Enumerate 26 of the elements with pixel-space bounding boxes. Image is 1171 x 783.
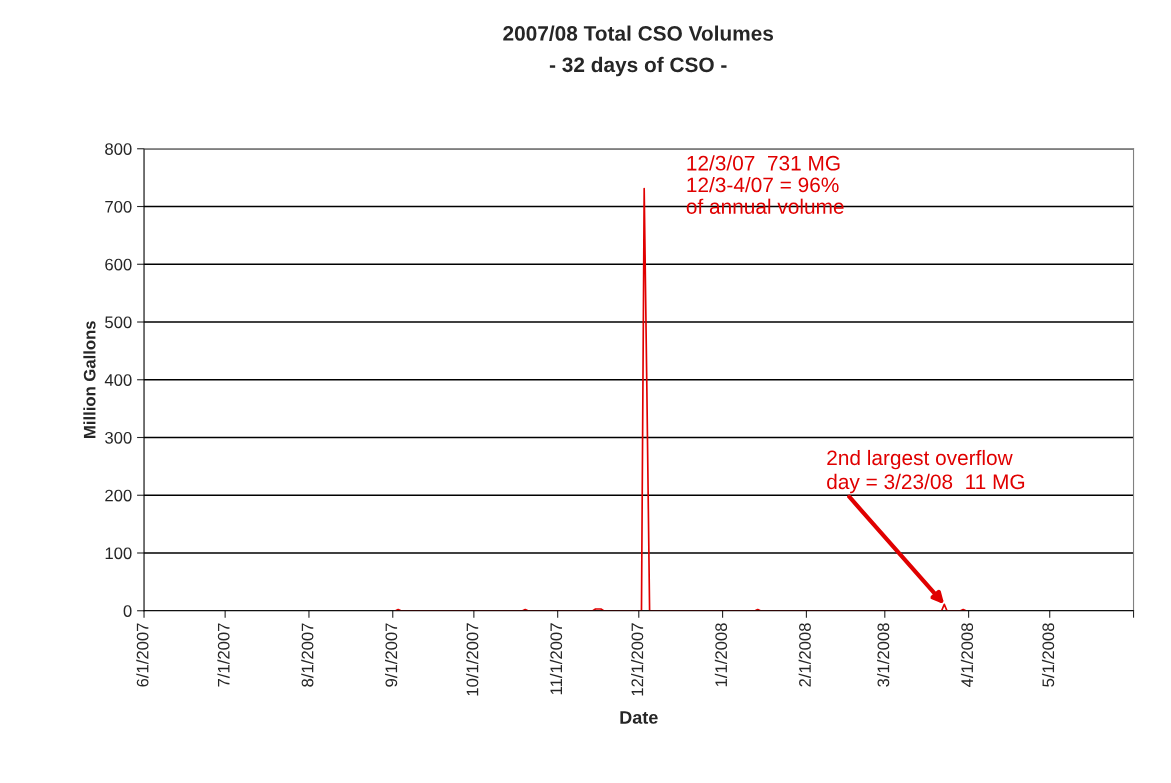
x-tick-label: 4/1/2008: [960, 623, 974, 688]
x-tick-label: 7/1/2007: [217, 623, 230, 687]
y-tick-label: 600: [105, 258, 132, 271]
x-tick-label: 9/1/2007: [384, 623, 398, 687]
x-tick-label: 1/1/2008: [714, 623, 728, 687]
y-tick-label: 0: [123, 605, 132, 617]
annotation: 2nd largest overflow day = 3/23/08 11 MG: [827, 449, 1025, 494]
x-tick-label: 12/1/2007: [631, 623, 644, 696]
x-axis-title: Date: [620, 711, 658, 724]
y-axis-title: Million Gallons: [83, 321, 96, 438]
x-tick-label: 5/1/2008: [1041, 623, 1055, 687]
y-tick-label: 800: [105, 143, 132, 155]
y-tick-label: 100: [105, 547, 132, 560]
x-tick-label: 8/1/2007: [301, 623, 314, 687]
x-tick-label: 10/1/2007: [466, 623, 479, 696]
x-tick-label: 2/1/2008: [798, 623, 811, 687]
chart-title: 2007/08 Total CSO Volumes: [503, 25, 774, 42]
x-tick-label: 11/1/2007: [549, 623, 563, 695]
chart-subtitle: - 32 days of CSO -: [549, 56, 727, 77]
y-tick-label: 400: [104, 374, 132, 386]
x-tick-label: 3/1/2008: [877, 623, 890, 687]
y-tick-label: 500: [105, 316, 132, 329]
x-tick-label: 6/1/2007: [136, 623, 149, 687]
y-tick-label: 700: [105, 200, 132, 213]
y-tick-label: 300: [105, 431, 132, 444]
y-tick-label: 200: [105, 489, 132, 502]
